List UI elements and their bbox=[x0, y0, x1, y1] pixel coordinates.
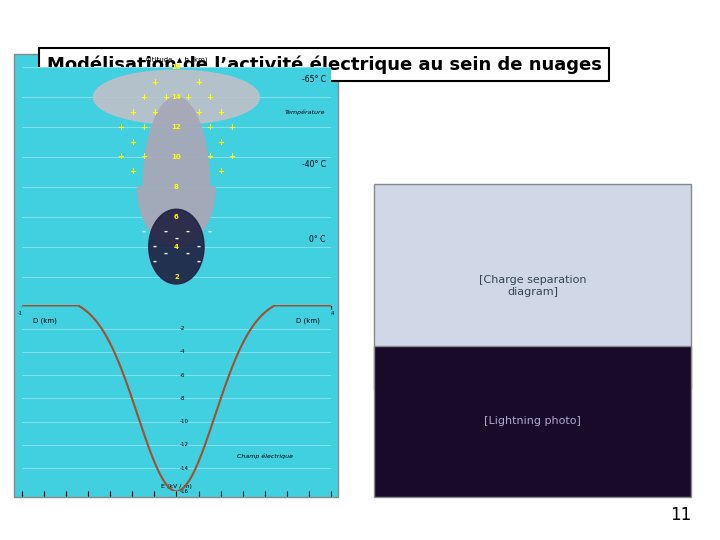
Text: -14: -14 bbox=[180, 465, 189, 471]
Text: +: + bbox=[129, 167, 135, 177]
Text: +: + bbox=[195, 107, 202, 117]
Text: +: + bbox=[150, 107, 158, 117]
Text: +: + bbox=[140, 93, 147, 102]
Text: 10: 10 bbox=[171, 154, 181, 160]
Text: Champ électrique: Champ électrique bbox=[237, 454, 293, 460]
Text: -40° C: -40° C bbox=[302, 160, 325, 169]
Text: Altitude  ▲ h (km): Altitude ▲ h (km) bbox=[145, 56, 207, 63]
Text: +: + bbox=[129, 138, 135, 146]
Text: E (kV / m): E (kV / m) bbox=[161, 484, 192, 489]
Text: -2: -2 bbox=[180, 326, 185, 331]
Text: -8: -8 bbox=[180, 396, 185, 401]
Text: 2: 2 bbox=[174, 273, 179, 280]
Text: +: + bbox=[206, 123, 213, 132]
Text: -: - bbox=[163, 227, 167, 237]
Text: +: + bbox=[217, 138, 224, 146]
Text: 8: 8 bbox=[174, 184, 179, 190]
Text: -4: -4 bbox=[180, 349, 185, 354]
Text: +: + bbox=[228, 123, 235, 132]
Text: Température: Température bbox=[285, 110, 325, 115]
Text: +: + bbox=[117, 152, 125, 161]
Text: -: - bbox=[207, 227, 212, 237]
Text: +: + bbox=[129, 107, 135, 117]
Text: -6: -6 bbox=[180, 373, 185, 377]
Text: -: - bbox=[186, 249, 189, 259]
Text: -: - bbox=[163, 249, 167, 259]
Text: 11: 11 bbox=[670, 506, 691, 524]
Text: +: + bbox=[206, 93, 213, 102]
Text: +: + bbox=[228, 152, 235, 161]
Text: +: + bbox=[162, 93, 169, 102]
Text: [Charge separation
diagram]: [Charge separation diagram] bbox=[479, 275, 587, 297]
Text: +: + bbox=[206, 152, 213, 161]
FancyBboxPatch shape bbox=[14, 54, 338, 497]
Text: -: - bbox=[197, 241, 200, 252]
Text: 16: 16 bbox=[171, 64, 181, 70]
Text: +: + bbox=[140, 152, 147, 161]
Text: 14: 14 bbox=[171, 94, 181, 100]
Text: -: - bbox=[197, 256, 200, 267]
Text: 4: 4 bbox=[174, 244, 179, 249]
Text: -12: -12 bbox=[180, 442, 189, 448]
Text: -65° C: -65° C bbox=[302, 75, 325, 84]
Text: -10: -10 bbox=[180, 419, 189, 424]
Text: +: + bbox=[140, 123, 147, 132]
Text: +: + bbox=[184, 93, 191, 102]
Text: -16: -16 bbox=[180, 489, 189, 494]
Text: 6: 6 bbox=[174, 214, 179, 220]
FancyBboxPatch shape bbox=[374, 346, 691, 497]
Text: -: - bbox=[153, 256, 156, 267]
Text: +: + bbox=[217, 167, 224, 177]
Text: +: + bbox=[217, 107, 224, 117]
Polygon shape bbox=[94, 70, 259, 124]
FancyBboxPatch shape bbox=[374, 184, 691, 389]
Text: -: - bbox=[153, 241, 156, 252]
Polygon shape bbox=[138, 97, 215, 247]
Text: -: - bbox=[174, 234, 179, 244]
Text: +: + bbox=[150, 78, 158, 87]
Text: [Lightning photo]: [Lightning photo] bbox=[485, 416, 581, 426]
Text: -: - bbox=[186, 227, 189, 237]
Text: Modélisation de l’activité électrique au sein de nuages: Modélisation de l’activité électrique au… bbox=[47, 56, 601, 74]
Text: +: + bbox=[195, 78, 202, 87]
Text: -: - bbox=[141, 227, 145, 237]
Text: D (km): D (km) bbox=[296, 317, 320, 323]
Text: +: + bbox=[117, 123, 125, 132]
Text: D (km): D (km) bbox=[32, 317, 57, 323]
Polygon shape bbox=[149, 210, 204, 284]
Text: 0° C: 0° C bbox=[310, 235, 325, 244]
Text: 12: 12 bbox=[171, 124, 181, 130]
